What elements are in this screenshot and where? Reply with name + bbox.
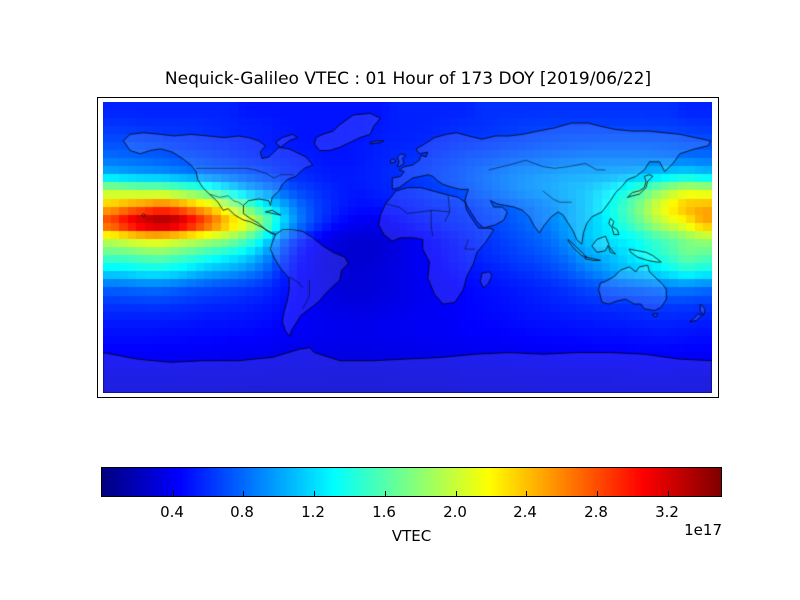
colorbar-gradient-canvas (102, 468, 721, 496)
colorbar-tick-label: 1.6 (372, 503, 396, 521)
colorbar-tick-label: 2.8 (584, 503, 608, 521)
colorbar-scale-offset-label: 1e17 (684, 521, 722, 539)
colorbar-tick-labels: 0.4 0.8 1.2 1.6 2.0 2.4 2.8 3.2 (101, 503, 722, 523)
colorbar-tick (385, 491, 386, 496)
colorbar-tick-label: 2.0 (443, 503, 467, 521)
colorbar-tick (668, 491, 669, 496)
colorbar-tick-label: 1.2 (301, 503, 325, 521)
colorbar-tick (456, 491, 457, 496)
colorbar-tick-label: 0.4 (160, 503, 184, 521)
colorbar-axis-label: VTEC (391, 527, 432, 545)
colorbar-tick (597, 491, 598, 496)
colorbar-tick (173, 491, 174, 496)
colorbar-tick-label: 2.4 (513, 503, 537, 521)
colorbar-tick (314, 491, 315, 496)
colorbar-tick-label: 0.8 (230, 503, 254, 521)
colorbar (101, 467, 722, 497)
colorbar-tick-label: 3.2 (655, 503, 679, 521)
colorbar-tick (243, 491, 244, 496)
map-axes-frame (97, 97, 719, 398)
chart-title: Nequick-Galileo VTEC : 01 Hour of 173 DO… (164, 69, 652, 89)
vtec-heatmap-map-canvas (103, 102, 712, 393)
colorbar-tick (526, 491, 527, 496)
